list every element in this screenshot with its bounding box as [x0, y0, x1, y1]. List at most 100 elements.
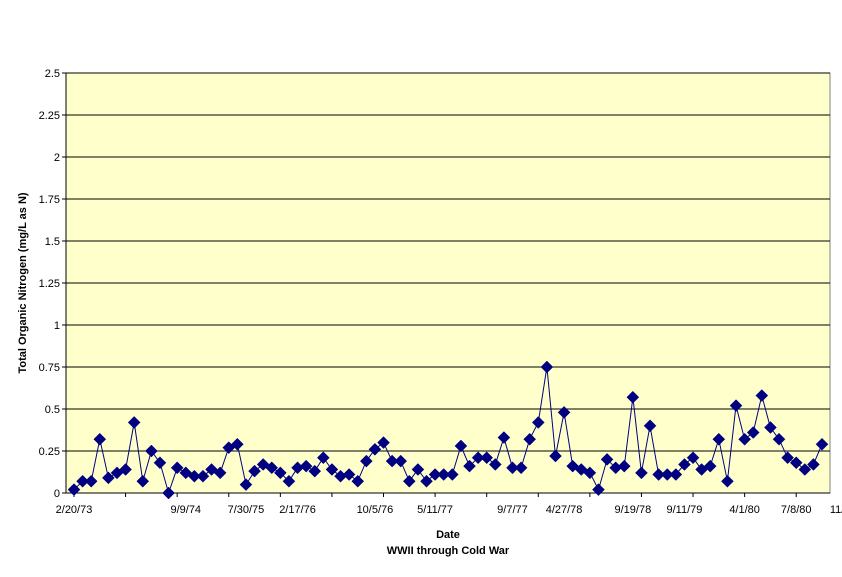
data-point-marker [660, 468, 674, 481]
y-tick-label: 0.5 [45, 404, 60, 416]
data-point-marker [721, 474, 734, 488]
x-tick-label: 2/20/73 [56, 504, 93, 516]
data-point-marker [402, 474, 416, 488]
data-point-marker [583, 466, 597, 480]
data-point-marker [764, 421, 777, 434]
data-point-marker [445, 468, 459, 481]
data-point-marker [652, 468, 665, 481]
data-point-marker [514, 461, 528, 475]
data-point-marker [712, 432, 726, 446]
data-point-marker [196, 469, 210, 483]
x-tick-label: 9/9/74 [170, 504, 201, 516]
data-point-marker [755, 389, 769, 402]
data-point-marker [738, 432, 751, 446]
data-point-marker [540, 360, 554, 374]
data-point-marker [282, 474, 296, 488]
data-point-marker [273, 466, 287, 480]
data-point-marker [316, 451, 330, 465]
data-point-marker [76, 474, 89, 488]
y-tick-label: 2.25 [39, 110, 60, 122]
data-point-marker [428, 468, 442, 481]
data-point-marker [729, 399, 743, 412]
data-point-marker [377, 436, 390, 449]
data-point-marker [643, 419, 657, 433]
x-tick-label: 11/5/80 [830, 504, 842, 516]
data-point-marker [385, 454, 399, 468]
data-point-marker [815, 437, 829, 451]
y-tick-label: 0.75 [39, 362, 60, 374]
y-tick-label: 1.75 [39, 194, 60, 206]
data-point-marker [703, 459, 717, 473]
series-layer [67, 360, 829, 500]
data-point-marker [231, 437, 244, 451]
data-point-marker [807, 458, 820, 471]
data-point-marker [359, 454, 373, 468]
data-point-marker [411, 463, 425, 476]
data-point-marker [420, 474, 433, 488]
data-point-marker [153, 456, 167, 470]
x-tick-label: 4/27/78 [546, 504, 583, 516]
data-point-marker [119, 463, 132, 476]
data-point-marker [308, 464, 322, 478]
data-point-marker [686, 451, 700, 465]
x-tick-label: 5/11/77 [417, 504, 453, 516]
data-point-marker [497, 431, 511, 444]
data-point-marker [669, 468, 683, 481]
data-point-marker [600, 453, 614, 466]
data-point-marker [488, 458, 502, 471]
gridlines [66, 72, 830, 452]
y-tick-label: 0.25 [39, 446, 60, 458]
x-axis-title: Date [436, 529, 460, 541]
x-axis-subtitle: WWII through Cold War [387, 545, 510, 557]
data-point-marker [480, 451, 494, 465]
data-point-marker [127, 416, 141, 429]
data-point-marker [437, 468, 451, 481]
data-point-marker [170, 461, 184, 475]
data-point-marker [351, 474, 365, 488]
data-point-marker [394, 454, 408, 468]
data-point-marker [635, 466, 648, 480]
data-point-marker [67, 483, 81, 496]
x-tick-label: 9/7/77 [497, 504, 528, 516]
data-point-marker [239, 478, 253, 491]
data-point-marker [325, 463, 339, 476]
data-point-marker [592, 483, 605, 496]
x-tick-label: 10/5/76 [357, 504, 394, 516]
data-point-marker [248, 464, 261, 478]
data-point-marker [471, 451, 485, 465]
data-point-marker [93, 432, 107, 446]
data-point-marker [265, 461, 279, 475]
data-point-marker [102, 471, 115, 485]
data-point-marker [781, 451, 794, 465]
data-point-marker [299, 459, 313, 473]
data-point-marker [162, 486, 175, 500]
x-tick-label: 9/11/79 [666, 504, 702, 516]
y-axis-title: Total Organic Nitrogen (mg/L as N) [17, 192, 29, 373]
data-point-marker [84, 474, 98, 488]
data-point-marker [626, 390, 640, 404]
data-point-marker [617, 459, 631, 473]
y-tick-label: 2.5 [45, 68, 60, 80]
data-point-marker [549, 449, 562, 463]
y-tick-label: 1 [54, 320, 60, 332]
data-point-marker [454, 439, 468, 453]
data-point-marker [746, 426, 760, 439]
y-axis-ticks: 0 0.25 0.5 0.75 1 1.25 1.5 1.75 2 2.25 2.5 [39, 68, 66, 500]
data-point-marker [188, 469, 201, 483]
data-point-marker [772, 432, 786, 446]
x-tick-label: 9/19/78 [614, 504, 651, 516]
x-axis-ticks: 2/20/73 9/9/74 7/30/75 2/17/76 10/5/76 5/11/7… [56, 493, 842, 516]
data-point-marker [798, 463, 812, 476]
y-tick-label: 1.5 [45, 236, 60, 248]
x-tick-label: 7/30/75 [228, 504, 265, 516]
data-point-marker [789, 456, 803, 470]
data-point-marker [531, 416, 545, 429]
data-point-marker [523, 432, 537, 446]
y-tick-label: 2 [54, 152, 60, 164]
data-point-marker [506, 461, 519, 475]
data-point-marker [213, 466, 227, 480]
data-point-marker [145, 444, 158, 458]
x-tick-label: 4/1/80 [729, 504, 760, 516]
